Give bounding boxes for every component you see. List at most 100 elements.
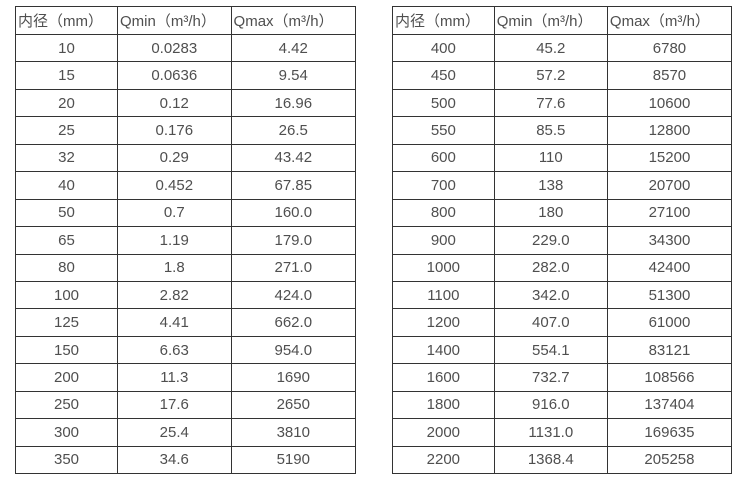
qmin-cell: 0.0283 xyxy=(117,33,232,63)
qmin-cell: 17.6 xyxy=(117,390,232,420)
qmax-cell: 26.5 xyxy=(230,116,357,145)
table-row: 200 11.3 1690 xyxy=(15,363,357,392)
qmin-cell: 138 xyxy=(493,171,608,200)
qmin-cell: 45.2 xyxy=(493,33,608,63)
diameter-cell: 1800 xyxy=(392,390,495,420)
table-row: 1800 916.0 137404 xyxy=(392,390,733,420)
table-row: 500 77.6 10600 xyxy=(392,88,733,118)
table-row: 150 6.63 954.0 xyxy=(15,335,357,365)
diameter-cell: 200 xyxy=(15,363,118,392)
qmax-cell: 108566 xyxy=(606,363,733,392)
diameter-cell: 150 xyxy=(15,335,118,365)
header-row: 内径（mm） Qmin（m³/h） Qmax（m³/h） xyxy=(392,6,733,35)
diameter-cell: 50 xyxy=(15,198,118,228)
table-row: 25 0.176 26.5 xyxy=(15,116,357,145)
table-row: 300 25.4 3810 xyxy=(15,418,357,447)
diameter-cell: 700 xyxy=(392,171,495,200)
diameter-cell: 25 xyxy=(15,116,118,145)
qmax-cell: 34300 xyxy=(606,226,733,255)
diameter-cell: 550 xyxy=(392,116,495,145)
diameter-cell: 2200 xyxy=(392,445,495,475)
diameter-cell: 65 xyxy=(15,226,118,255)
qmin-cell: 1.8 xyxy=(117,253,232,282)
qmin-cell: 229.0 xyxy=(493,226,608,255)
table-row: 20 0.12 16.96 xyxy=(15,88,357,118)
diameter-cell: 1100 xyxy=(392,280,495,310)
diameter-cell: 1600 xyxy=(392,363,495,392)
table-row: 1200 407.0 61000 xyxy=(392,308,733,337)
qmin-cell: 57.2 xyxy=(493,61,608,90)
qmin-cell: 0.176 xyxy=(117,116,232,145)
table-row: 350 34.6 5190 xyxy=(15,445,357,475)
qmax-cell: 43.42 xyxy=(230,143,357,173)
column-header-qmax: Qmax（m³/h） xyxy=(606,6,733,35)
table-row: 250 17.6 2650 xyxy=(15,390,357,420)
qmax-cell: 12800 xyxy=(606,116,733,145)
diameter-cell: 1000 xyxy=(392,253,495,282)
qmax-cell: 271.0 xyxy=(230,253,357,282)
table-row: 10 0.0283 4.42 xyxy=(15,33,357,63)
qmax-cell: 954.0 xyxy=(230,335,357,365)
qmax-cell: 424.0 xyxy=(230,280,357,310)
table-row: 800 180 27100 xyxy=(392,198,733,228)
qmin-cell: 732.7 xyxy=(493,363,608,392)
diameter-cell: 1400 xyxy=(392,335,495,365)
table-row: 40 0.452 67.85 xyxy=(15,171,357,200)
column-header-diameter: 内径（mm） xyxy=(392,6,495,35)
diameter-cell: 600 xyxy=(392,143,495,173)
table-row: 1600 732.7 108566 xyxy=(392,363,733,392)
qmin-cell: 6.63 xyxy=(117,335,232,365)
diameter-cell: 900 xyxy=(392,226,495,255)
diameter-cell: 80 xyxy=(15,253,118,282)
qmax-cell: 67.85 xyxy=(230,171,357,200)
diameter-cell: 250 xyxy=(15,390,118,420)
qmin-cell: 1131.0 xyxy=(493,418,608,447)
qmin-cell: 11.3 xyxy=(117,363,232,392)
table-row: 450 57.2 8570 xyxy=(392,61,733,90)
table-row: 65 1.19 179.0 xyxy=(15,226,357,255)
qmin-cell: 407.0 xyxy=(493,308,608,337)
column-header-qmin: Qmin（m³/h） xyxy=(117,6,232,35)
qmax-cell: 83121 xyxy=(606,335,733,365)
table-row: 125 4.41 662.0 xyxy=(15,308,357,337)
qmin-cell: 25.4 xyxy=(117,418,232,447)
table-row: 400 45.2 6780 xyxy=(392,33,733,63)
qmin-cell: 916.0 xyxy=(493,390,608,420)
qmax-cell: 137404 xyxy=(606,390,733,420)
qmax-cell: 4.42 xyxy=(230,33,357,63)
table-row: 700 138 20700 xyxy=(392,171,733,200)
qmin-cell: 0.12 xyxy=(117,88,232,118)
qmax-cell: 2650 xyxy=(230,390,357,420)
qmin-cell: 4.41 xyxy=(117,308,232,337)
table-row: 1100 342.0 51300 xyxy=(392,280,733,310)
table-row: 2200 1368.4 205258 xyxy=(392,445,733,475)
qmin-cell: 0.0636 xyxy=(117,61,232,90)
qmax-cell: 179.0 xyxy=(230,226,357,255)
table-row: 15 0.0636 9.54 xyxy=(15,61,357,90)
table-row: 900 229.0 34300 xyxy=(392,226,733,255)
diameter-cell: 350 xyxy=(15,445,118,475)
table-row: 1400 554.1 83121 xyxy=(392,335,733,365)
table-row: 550 85.5 12800 xyxy=(392,116,733,145)
diameter-cell: 10 xyxy=(15,33,118,63)
qmax-cell: 15200 xyxy=(606,143,733,173)
diameter-cell: 1200 xyxy=(392,308,495,337)
qmin-cell: 1368.4 xyxy=(493,445,608,475)
qmax-cell: 160.0 xyxy=(230,198,357,228)
qmax-cell: 169635 xyxy=(606,418,733,447)
qmin-cell: 0.7 xyxy=(117,198,232,228)
qmax-cell: 42400 xyxy=(606,253,733,282)
flow-spec-table-small-diameters: 内径（mm） Qmin（m³/h） Qmax（m³/h） 10 0.0283 4.4… xyxy=(15,6,357,475)
qmax-cell: 662.0 xyxy=(230,308,357,337)
diameter-cell: 125 xyxy=(15,308,118,337)
diameter-cell: 32 xyxy=(15,143,118,173)
qmax-cell: 16.96 xyxy=(230,88,357,118)
diameter-cell: 300 xyxy=(15,418,118,447)
table-row: 80 1.8 271.0 xyxy=(15,253,357,282)
table-row: 50 0.7 160.0 xyxy=(15,198,357,228)
qmax-cell: 51300 xyxy=(606,280,733,310)
column-header-qmax: Qmax（m³/h） xyxy=(230,6,357,35)
qmin-cell: 85.5 xyxy=(493,116,608,145)
qmax-cell: 6780 xyxy=(606,33,733,63)
table-row: 600 110 15200 xyxy=(392,143,733,173)
